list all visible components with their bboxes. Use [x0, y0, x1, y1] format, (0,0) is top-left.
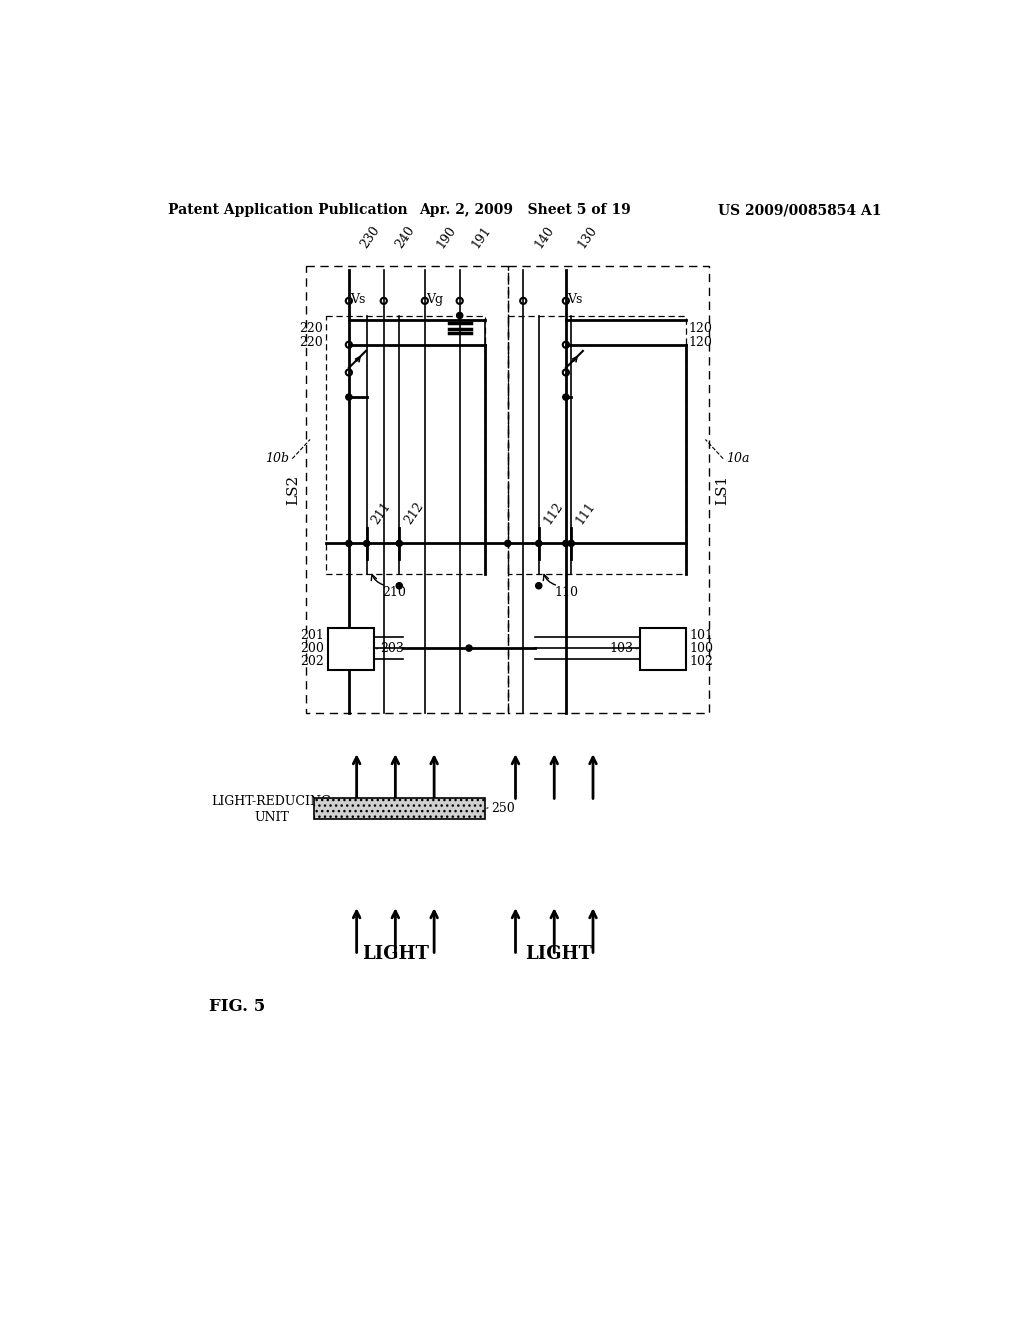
- Text: Apr. 2, 2009   Sheet 5 of 19: Apr. 2, 2009 Sheet 5 of 19: [419, 203, 631, 216]
- Bar: [328, 628, 375, 671]
- Circle shape: [346, 540, 352, 546]
- Text: Vg: Vg: [426, 293, 443, 306]
- Circle shape: [364, 540, 370, 546]
- Text: Patent Application Publication: Patent Application Publication: [168, 203, 408, 216]
- Text: 220: 220: [300, 335, 324, 348]
- Text: Vs: Vs: [567, 293, 583, 306]
- Text: 230: 230: [358, 224, 383, 251]
- Text: 140: 140: [532, 223, 557, 251]
- Text: US 2009/0085854 A1: US 2009/0085854 A1: [718, 203, 882, 216]
- Text: 220: 220: [300, 322, 324, 335]
- Circle shape: [563, 540, 569, 546]
- Text: 210: 210: [382, 586, 407, 599]
- Circle shape: [568, 540, 574, 546]
- Text: LS2: LS2: [286, 474, 300, 504]
- Circle shape: [396, 540, 402, 546]
- Text: 111: 111: [573, 499, 598, 527]
- Text: 10b: 10b: [265, 453, 289, 465]
- Text: 103: 103: [609, 643, 633, 656]
- Text: 201: 201: [300, 630, 324, 643]
- Circle shape: [346, 395, 352, 400]
- Circle shape: [466, 645, 472, 651]
- Text: LS1: LS1: [716, 474, 729, 504]
- Text: 120: 120: [688, 335, 713, 348]
- Text: LIGHT: LIGHT: [524, 945, 592, 964]
- Circle shape: [396, 582, 402, 589]
- Circle shape: [457, 313, 463, 318]
- Text: 120: 120: [688, 322, 713, 335]
- Text: Vs: Vs: [350, 293, 366, 306]
- Text: 191: 191: [469, 224, 494, 251]
- Text: FIG. 5: FIG. 5: [209, 998, 265, 1015]
- Text: 110: 110: [554, 586, 579, 599]
- Text: 102: 102: [690, 656, 714, 668]
- Circle shape: [536, 582, 542, 589]
- Text: 203: 203: [381, 643, 404, 656]
- Text: 240: 240: [393, 224, 418, 251]
- Text: 10a: 10a: [726, 453, 750, 465]
- Text: LIGHT: LIGHT: [361, 945, 429, 964]
- Circle shape: [505, 540, 511, 546]
- Text: 211: 211: [369, 499, 393, 527]
- Text: 212: 212: [401, 499, 426, 527]
- Text: 202: 202: [300, 656, 324, 668]
- Bar: [314, 797, 484, 818]
- Bar: [640, 628, 686, 671]
- Text: 200: 200: [300, 643, 324, 656]
- Text: LIGHT-REDUCING
UNIT: LIGHT-REDUCING UNIT: [211, 795, 332, 824]
- Text: 250: 250: [490, 801, 514, 814]
- Text: 190: 190: [434, 224, 459, 251]
- Circle shape: [563, 395, 569, 400]
- Text: 112: 112: [541, 499, 565, 527]
- Text: 130: 130: [575, 223, 600, 251]
- Circle shape: [536, 540, 542, 546]
- Text: 100: 100: [690, 643, 714, 656]
- Text: 101: 101: [690, 630, 714, 643]
